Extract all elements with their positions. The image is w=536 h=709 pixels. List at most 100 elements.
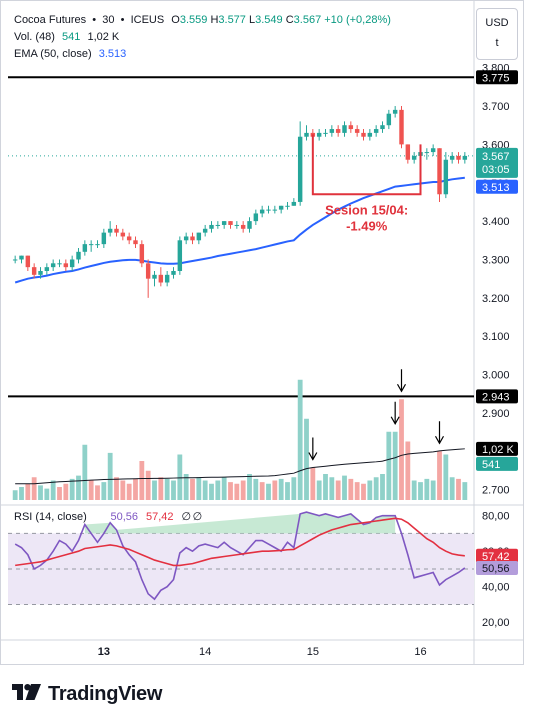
currency-label: USD (485, 17, 509, 29)
volume-bar (361, 483, 366, 500)
candle-body (126, 236, 132, 241)
candle-body (240, 224, 246, 229)
time-axis-label: 15 (307, 646, 319, 658)
candle-body (120, 232, 126, 237)
volume-arrow-head (396, 383, 407, 393)
candle-body (19, 255, 24, 260)
volume-bar (285, 482, 290, 500)
candle-body (278, 205, 284, 210)
rsi-empty-value: ∅ (182, 511, 192, 523)
candle-body (69, 259, 75, 268)
volume-bar (215, 480, 221, 500)
volume-bar (266, 483, 271, 500)
candle-body (411, 155, 417, 160)
rsi-tick-label: 40,00 (482, 582, 510, 594)
candle-body (107, 228, 113, 233)
volume-bar (310, 467, 316, 500)
volume-bar (348, 478, 354, 500)
volume-bar (449, 477, 455, 500)
resistance-tag-bg (476, 70, 518, 85)
volume-bar (171, 480, 176, 500)
volume-bar (329, 477, 335, 500)
candle-body (177, 240, 183, 271)
volume-bar (272, 480, 278, 500)
legend-block: Cocoa Futures • 30 • ICEUS O3.559 H3.577… (14, 12, 391, 63)
candle-body (76, 251, 81, 260)
candle-body (405, 144, 411, 160)
ema-line (14, 176, 465, 284)
rsi-tick-label: 80,00 (482, 511, 510, 523)
annotation-text: Sesion 15/04: (325, 202, 408, 217)
volume-bar (57, 487, 62, 500)
candle-body (266, 209, 271, 211)
candle-body (190, 236, 195, 241)
volume-bar (107, 452, 113, 500)
volume-bar (424, 478, 430, 500)
volume-bar (50, 480, 56, 500)
candle-body (88, 244, 94, 246)
volume-bar (12, 490, 18, 500)
volume-bar (240, 480, 246, 500)
candle-body (462, 155, 468, 160)
volume-bar (335, 480, 341, 500)
volume-bar (95, 485, 100, 500)
volume-bar (304, 418, 309, 500)
countdown-tag: 03:05 (482, 164, 510, 176)
currency-unit-button[interactable]: USD t (476, 8, 518, 60)
volume-bar (437, 451, 442, 500)
rsi-value: 50,56 (111, 511, 139, 523)
candle-body (183, 236, 189, 241)
candle-body (221, 221, 227, 225)
rsi-ma-tag: 57,42 (482, 551, 510, 563)
volume-bar (221, 477, 227, 500)
volume-bar (367, 480, 373, 500)
candle-body (285, 205, 290, 207)
volume-bar (462, 482, 468, 500)
ohlc-low-label: L (248, 14, 256, 26)
candle-body (50, 263, 56, 268)
candle-body (304, 132, 309, 137)
candle-body (57, 263, 62, 265)
candle-body (139, 244, 145, 264)
price-tick-label: 2.900 (482, 408, 510, 420)
volume-bar (259, 482, 265, 500)
candle-body (348, 125, 354, 130)
legend-row-volume[interactable]: Vol. (48) 541 1,02 K (14, 29, 391, 46)
ohlc-close: 3.567 (293, 14, 322, 26)
support-tag: 2.943 (482, 391, 510, 403)
candle-body (234, 224, 240, 226)
tradingview-logo[interactable]: TradingView (12, 683, 162, 706)
volume-label: Vol. (48) (14, 31, 55, 43)
rsi-tag-bg (476, 560, 518, 575)
volume-bar (228, 482, 233, 500)
candle-body (329, 129, 335, 133)
candle-body (145, 263, 151, 279)
candle-body (196, 232, 202, 241)
candle-body (114, 228, 119, 233)
volume-ma-tag: 1,02 K (482, 444, 514, 456)
candle-body (272, 209, 278, 211)
candle-body (202, 228, 208, 233)
candle-body (158, 274, 164, 283)
volume-ma-value: 1,02 K (87, 31, 120, 43)
volume-bar (380, 474, 385, 500)
volume-bar (19, 487, 24, 500)
volume-bar (253, 478, 259, 500)
rsi-tick-label: 20,00 (482, 617, 510, 629)
candle-body (253, 213, 259, 222)
legend-row-ema[interactable]: EMA (50, close) 3.513 (14, 46, 391, 63)
symbol-name: Cocoa Futures (14, 14, 87, 26)
candle-body (152, 274, 157, 279)
volume-bar (443, 454, 449, 500)
rsi-label: RSI (14, close) (14, 511, 87, 523)
interval: 30 (102, 14, 115, 26)
candle-body (335, 129, 341, 133)
volume-bar (392, 431, 398, 500)
legend-row-symbol[interactable]: Cocoa Futures • 30 • ICEUS O3.559 H3.577… (14, 12, 391, 29)
candle-body (392, 109, 398, 114)
volume-bar (177, 454, 183, 500)
ema-tag-bg (476, 179, 518, 194)
volume-bar (114, 477, 119, 500)
